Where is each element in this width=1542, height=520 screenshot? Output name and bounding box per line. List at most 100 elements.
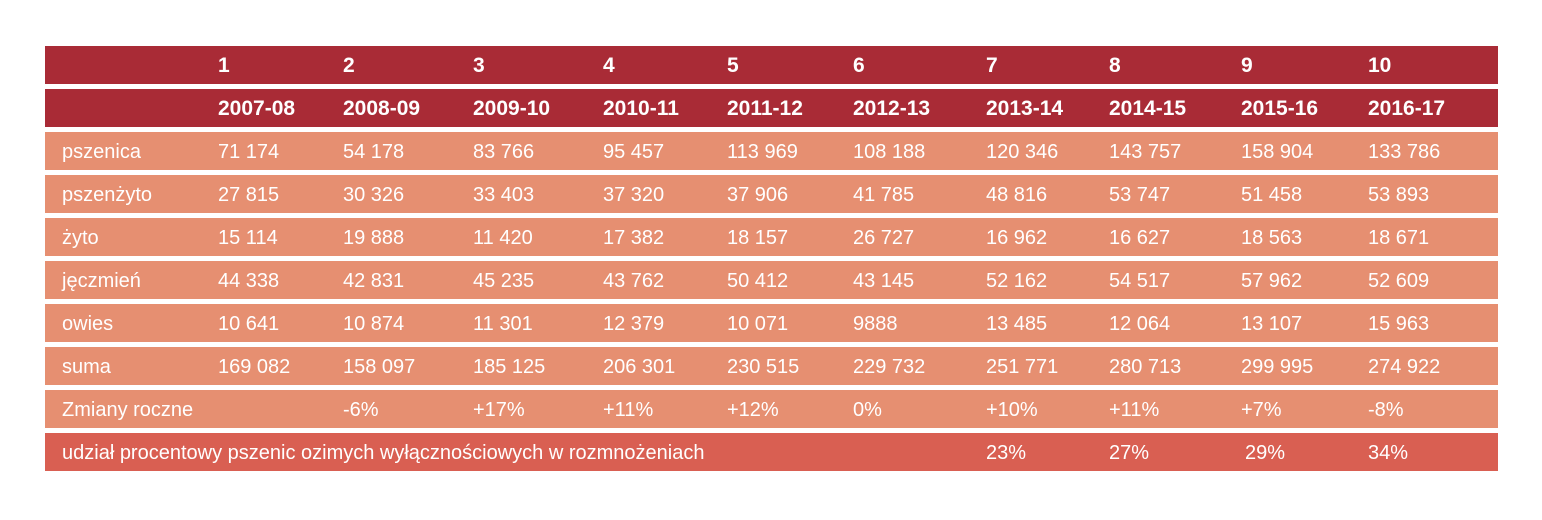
table-cell: 43 762 [603, 270, 665, 292]
table-cell: +11% [603, 399, 654, 421]
table-row-pszenzyto: pszenżyto 27 815 30 326 33 403 37 320 37… [45, 175, 1498, 213]
header-row-seasons: 2007-08 2008-09 2009-10 2010-11 2011-12 … [45, 89, 1498, 127]
table-cell: 42 831 [343, 270, 405, 292]
table-cell: 18 157 [727, 227, 789, 249]
table-row-zyto: żyto 15 114 19 888 11 420 17 382 18 157 … [45, 218, 1498, 256]
seed-production-table: 1 2 3 4 5 6 7 8 9 10 2007-08 2008-09 200… [45, 46, 1498, 476]
season-header: 2010-11 [603, 97, 679, 120]
table-cell: 37 320 [603, 184, 665, 206]
table-cell: +17% [473, 399, 525, 421]
table-cell: 108 188 [853, 141, 926, 163]
column-number: 9 [1241, 54, 1253, 77]
table-cell: 18 563 [1241, 227, 1303, 249]
column-number: 8 [1109, 54, 1121, 77]
table-row-pszenica: pszenica 71 174 54 178 83 766 95 457 113… [45, 132, 1498, 170]
table-cell: 17 382 [603, 227, 665, 249]
table-cell: 10 641 [218, 313, 280, 335]
season-header: 2013-14 [986, 97, 1064, 120]
table-cell: +10% [986, 399, 1038, 421]
row-label: udział procentowy pszenic ozimych wyłącz… [62, 442, 705, 464]
table-cell: 9888 [853, 313, 898, 335]
row-label: pszenica [62, 141, 141, 163]
column-number: 1 [218, 54, 230, 77]
table-cell: 83 766 [473, 141, 535, 163]
season-header: 2011-12 [727, 97, 803, 120]
table-cell: 230 515 [727, 356, 800, 378]
table-cell: +11% [1109, 399, 1160, 421]
table-cell: 274 922 [1368, 356, 1441, 378]
season-header: 2007-08 [218, 97, 296, 120]
row-label: żyto [62, 227, 99, 249]
table-cell: 113 969 [727, 141, 798, 163]
table-cell: 185 125 [473, 356, 546, 378]
table-cell: 71 174 [218, 141, 280, 163]
header-row-column-numbers: 1 2 3 4 5 6 7 8 9 10 [45, 46, 1498, 84]
table-cell: 45 235 [473, 270, 535, 292]
table-cell: 12 064 [1109, 313, 1171, 335]
table-cell: +7% [1241, 399, 1282, 421]
table-cell: 37 906 [727, 184, 789, 206]
season-header: 2012-13 [853, 97, 931, 120]
table-cell: 11 301 [473, 313, 533, 335]
row-label: pszenżyto [62, 184, 153, 206]
table-cell: 299 995 [1241, 356, 1314, 378]
table-cell: 27% [1109, 442, 1150, 464]
table-cell: 280 713 [1109, 356, 1182, 378]
table-cell: 133 786 [1368, 141, 1441, 163]
table-cell: 13 485 [986, 313, 1048, 335]
table-cell: 54 178 [343, 141, 405, 163]
table-cell: +12% [727, 399, 779, 421]
table-cell: 27 815 [218, 184, 280, 206]
row-label: owies [62, 313, 114, 335]
table-cell: 143 757 [1109, 141, 1182, 163]
table-row-udzial-procentowy: udział procentowy pszenic ozimych wyłącz… [45, 433, 1498, 471]
column-number: 3 [473, 54, 485, 77]
table-cell: 15 114 [218, 227, 278, 249]
table-cell: -6% [343, 399, 379, 421]
season-header: 2009-10 [473, 97, 551, 120]
table-cell: 19 888 [343, 227, 405, 249]
column-number: 4 [603, 54, 615, 77]
table-cell: 48 816 [986, 184, 1048, 206]
table-cell: 29% [1245, 442, 1286, 464]
table-cell: 229 732 [853, 356, 926, 378]
table-row-zmiany-roczne: Zmiany roczne -6% +17% +11% +12% 0% +10%… [45, 390, 1498, 428]
season-header: 2016-17 [1368, 97, 1446, 120]
table-cell: 158 904 [1241, 141, 1314, 163]
table-cell: 11 420 [473, 227, 533, 249]
row-label: suma [62, 356, 111, 378]
table-cell: 18 671 [1368, 227, 1430, 249]
column-number: 10 [1368, 54, 1392, 77]
table-cell: 95 457 [603, 141, 665, 163]
table-cell: 23% [986, 442, 1027, 464]
table-cell: 54 517 [1109, 270, 1171, 292]
table-cell: 52 162 [986, 270, 1048, 292]
season-header: 2014-15 [1109, 97, 1187, 120]
table-cell: 52 609 [1368, 270, 1430, 292]
table-cell: 41 785 [853, 184, 915, 206]
column-number: 2 [343, 54, 355, 77]
table-cell: 53 747 [1109, 184, 1171, 206]
table-cell: -8% [1368, 399, 1404, 421]
table-cell: 16 962 [986, 227, 1048, 249]
table-cell: 169 082 [218, 356, 291, 378]
table-cell: 34% [1368, 442, 1409, 464]
table-cell: 43 145 [853, 270, 915, 292]
season-header: 2008-09 [343, 97, 421, 120]
table-cell: 16 627 [1109, 227, 1171, 249]
table-cell: 10 071 [727, 313, 789, 335]
column-number: 6 [853, 54, 865, 77]
table-row-owies: owies 10 641 10 874 11 301 12 379 10 071… [45, 304, 1498, 342]
table-cell: 12 379 [603, 313, 665, 335]
table-cell: 158 097 [343, 356, 416, 378]
table-cell: 10 874 [343, 313, 405, 335]
table-cell: 30 326 [343, 184, 405, 206]
table-cell: 33 403 [473, 184, 535, 206]
season-header: 2015-16 [1241, 97, 1319, 120]
table-cell: 53 893 [1368, 184, 1430, 206]
row-label: Zmiany roczne [62, 399, 194, 421]
table-cell: 0% [853, 399, 882, 421]
table-cell: 44 338 [218, 270, 280, 292]
table-row-jeczmien: jęczmień 44 338 42 831 45 235 43 762 50 … [45, 261, 1498, 299]
column-number: 7 [986, 54, 998, 77]
